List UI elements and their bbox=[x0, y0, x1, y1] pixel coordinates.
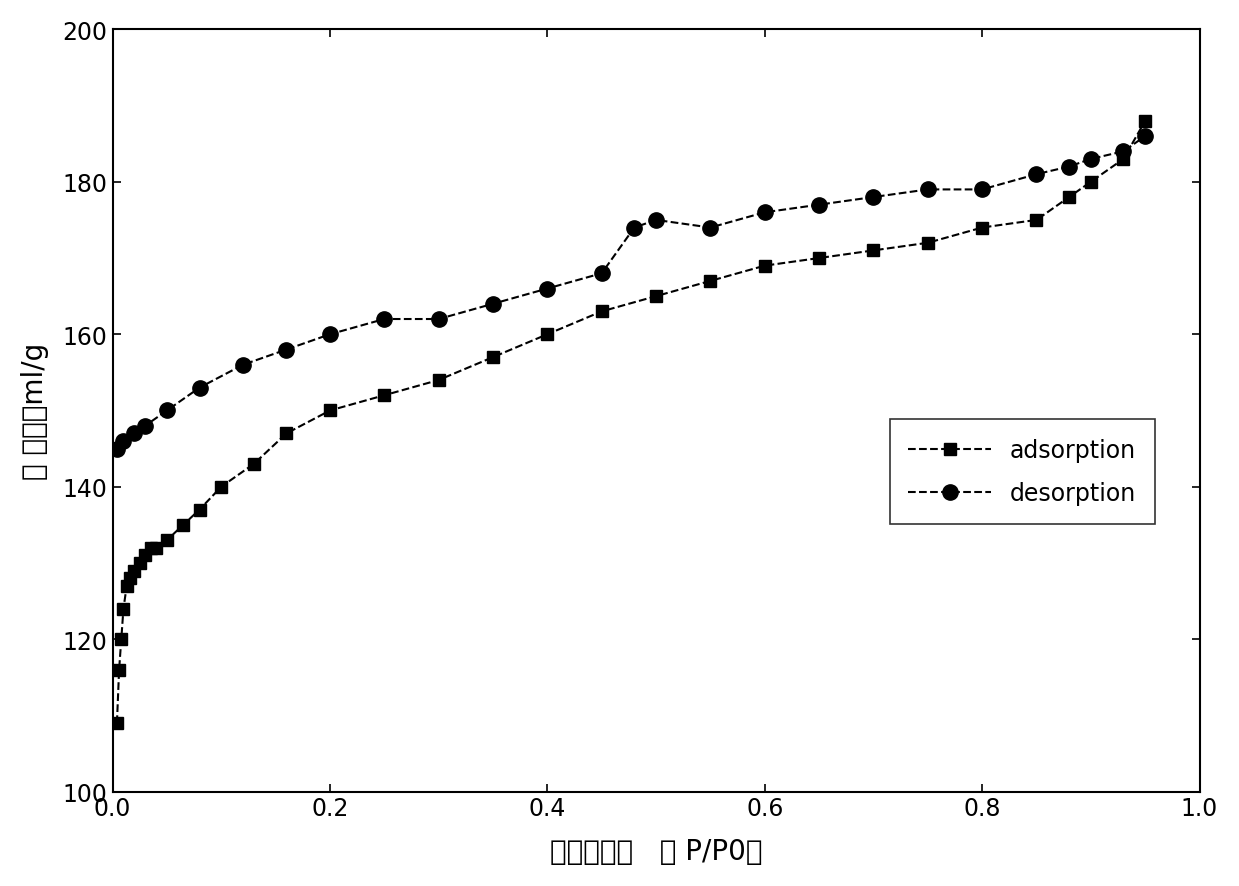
desorption bbox=[757, 207, 772, 218]
Legend: adsorption, desorption: adsorption, desorption bbox=[890, 420, 1155, 525]
adsorption bbox=[649, 291, 664, 302]
Line: desorption: desorption bbox=[109, 129, 1152, 456]
adsorption bbox=[176, 520, 191, 531]
adsorption bbox=[866, 245, 881, 256]
adsorption bbox=[540, 330, 555, 340]
desorption bbox=[1062, 162, 1077, 173]
desorption bbox=[1137, 132, 1152, 143]
adsorption bbox=[279, 429, 294, 439]
desorption bbox=[975, 185, 990, 196]
adsorption bbox=[114, 634, 129, 645]
adsorption bbox=[144, 543, 159, 554]
adsorption bbox=[431, 376, 446, 386]
adsorption bbox=[1062, 192, 1077, 203]
desorption bbox=[116, 436, 131, 447]
desorption bbox=[431, 315, 446, 325]
adsorption bbox=[133, 558, 147, 569]
adsorption bbox=[116, 603, 131, 614]
desorption bbox=[138, 421, 152, 431]
desorption bbox=[279, 345, 294, 355]
adsorption bbox=[486, 353, 501, 363]
adsorption bbox=[921, 238, 935, 249]
adsorption bbox=[1137, 116, 1152, 127]
desorption bbox=[866, 192, 881, 203]
adsorption bbox=[109, 718, 124, 728]
adsorption bbox=[1116, 154, 1131, 165]
desorption bbox=[486, 299, 501, 310]
desorption bbox=[649, 215, 664, 226]
adsorption bbox=[1083, 177, 1098, 188]
adsorption bbox=[214, 482, 229, 493]
adsorption bbox=[119, 581, 134, 592]
desorption bbox=[703, 223, 717, 234]
desorption bbox=[377, 315, 392, 325]
desorption bbox=[921, 185, 935, 196]
Y-axis label: 标 况体积ml/g: 标 况体积ml/g bbox=[21, 343, 48, 479]
adsorption bbox=[377, 391, 392, 401]
desorption bbox=[1116, 147, 1131, 158]
adsorption bbox=[595, 307, 610, 317]
adsorption bbox=[322, 406, 337, 416]
desorption bbox=[126, 429, 141, 439]
adsorption bbox=[757, 261, 772, 272]
adsorption bbox=[812, 253, 826, 264]
Line: adsorption: adsorption bbox=[110, 115, 1151, 729]
desorption bbox=[627, 223, 642, 234]
desorption bbox=[595, 268, 610, 279]
adsorption bbox=[126, 565, 141, 576]
X-axis label: 相对压力比   （ P/P0）: 相对压力比 （ P/P0） bbox=[550, 837, 762, 866]
desorption bbox=[109, 444, 124, 455]
desorption bbox=[322, 330, 337, 340]
desorption bbox=[812, 200, 826, 211]
adsorption bbox=[247, 459, 261, 470]
adsorption bbox=[703, 276, 717, 287]
adsorption bbox=[160, 535, 175, 546]
desorption bbox=[540, 284, 555, 294]
desorption bbox=[1030, 169, 1044, 180]
adsorption bbox=[975, 223, 990, 234]
adsorption bbox=[138, 550, 152, 561]
desorption bbox=[160, 406, 175, 416]
adsorption bbox=[112, 664, 126, 675]
adsorption bbox=[192, 505, 207, 516]
adsorption bbox=[123, 573, 138, 584]
desorption bbox=[192, 383, 207, 393]
desorption bbox=[1083, 154, 1098, 165]
adsorption bbox=[149, 543, 164, 554]
desorption bbox=[235, 360, 250, 370]
adsorption bbox=[1030, 215, 1044, 226]
